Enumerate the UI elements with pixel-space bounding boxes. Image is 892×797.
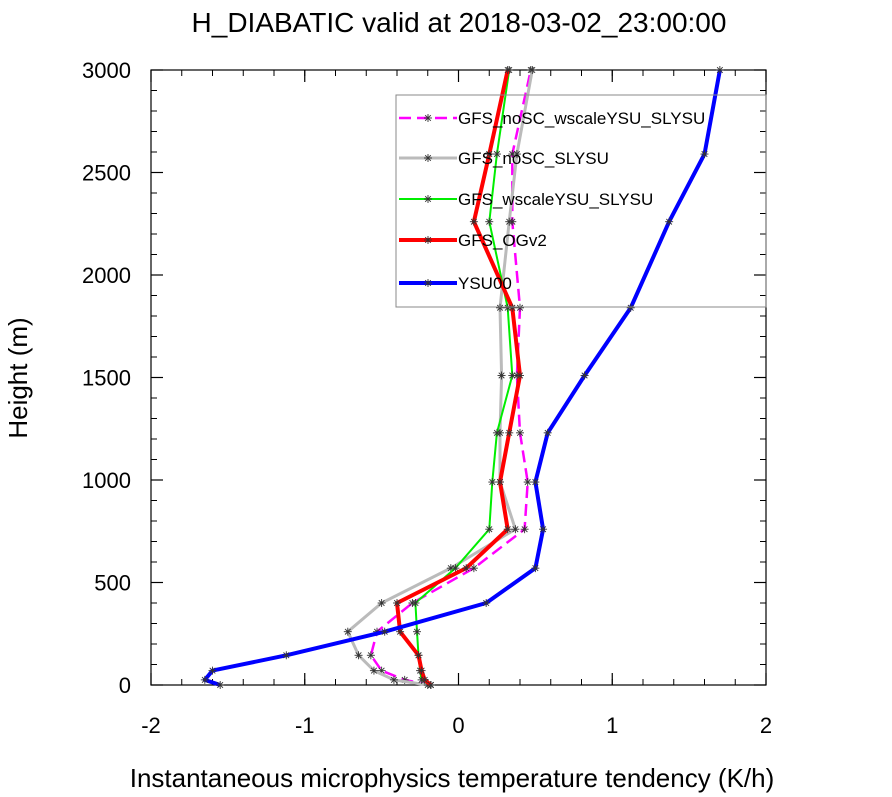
series-point (208, 666, 217, 675)
series-point (485, 217, 494, 226)
series-point (485, 525, 494, 534)
series-point (426, 681, 435, 689)
series-point (511, 525, 520, 534)
legend-label: GFS_noSC_SLYSU (458, 149, 609, 168)
series-point (497, 371, 506, 380)
series-layer (200, 66, 724, 689)
x-tick-label: 0 (452, 713, 464, 738)
x-axis-label: Instantaneous microphysics temperature t… (130, 763, 775, 793)
series-point (516, 371, 524, 380)
legend-entry: GFS_wscaleYSU_SLYSU (399, 190, 653, 209)
legend-marker (424, 236, 432, 244)
series-point (523, 478, 532, 487)
legend-label: GFS_wscaleYSU_SLYSU (458, 190, 653, 209)
series-point (488, 478, 497, 487)
series-point (505, 217, 514, 226)
series-point (580, 371, 589, 380)
legend-marker (424, 154, 432, 162)
series-point (369, 666, 378, 675)
series-point (505, 428, 514, 437)
series-point (354, 651, 363, 660)
series-point (496, 478, 505, 487)
legend-box (395, 94, 767, 308)
series-point (469, 217, 478, 226)
legend-entry: GFS_OGv2 (399, 231, 547, 250)
series-point (492, 428, 501, 437)
series-point (516, 303, 524, 312)
series-point (508, 303, 517, 312)
series-point (520, 525, 529, 534)
y-tick-label: 2500 (82, 161, 131, 186)
y-axis-label: Height (m) (3, 317, 33, 438)
legend-marker (424, 114, 432, 122)
series-point (531, 564, 540, 573)
series-point (700, 150, 709, 159)
y-tick-label: 0 (119, 673, 131, 698)
series-point (389, 675, 398, 684)
series-point (482, 599, 491, 607)
legend-entry: YSU00 (399, 274, 512, 293)
series-point (539, 525, 548, 534)
series-point (508, 150, 517, 159)
series-point (543, 428, 552, 437)
series-point (503, 66, 512, 74)
series-point (393, 599, 401, 607)
y-tick-label: 2000 (82, 263, 131, 288)
legend: GFS_noSC_wscaleYSU_SLYSU GFS_noSC_SLYSU GF… (395, 94, 767, 308)
tick-labels: -2 -1 0 1 2 0 500 1000 1500 2000 2500 3000 (82, 58, 772, 738)
legend-label: GFS_noSC_wscaleYSU_SLYSU (458, 109, 705, 128)
series-point (715, 66, 724, 74)
series-point (485, 150, 494, 159)
series-point (665, 217, 674, 226)
series-point (282, 651, 291, 660)
legend-marker (424, 195, 432, 203)
y-tick-label: 500 (94, 571, 131, 596)
legend-items: GFS_noSC_wscaleYSU_SLYSU GFS_noSC_SLYSU GF… (399, 109, 705, 293)
axis-ticks (150, 69, 767, 686)
y-tick-label: 1000 (82, 468, 131, 493)
series-point (380, 627, 389, 636)
series-point (377, 599, 386, 607)
y-tick-label: 3000 (82, 58, 131, 83)
series-ysu00 (200, 66, 724, 689)
x-tick-label: 2 (760, 713, 772, 738)
legend-label: GFS_OGv2 (458, 231, 547, 250)
x-tick-label: -2 (141, 713, 161, 738)
series-point (200, 675, 209, 684)
series-point (626, 303, 635, 312)
series-point (343, 627, 352, 636)
series-point (469, 564, 478, 573)
series-point (492, 150, 501, 159)
x-tick-label: -1 (295, 713, 315, 738)
series-point (451, 564, 460, 573)
series-point (508, 371, 517, 380)
series-point (531, 478, 540, 487)
series-point (420, 675, 429, 684)
series-point (503, 525, 512, 534)
series-point (412, 627, 421, 636)
legend-label: YSU00 (458, 274, 512, 293)
legend-entry: GFS_noSC_wscaleYSU_SLYSU (399, 109, 705, 128)
series-gfs-ogv2 (393, 66, 524, 689)
x-tick-label: 1 (606, 713, 618, 738)
series-point (512, 150, 521, 159)
series-point (216, 681, 225, 689)
series-point (462, 564, 471, 573)
legend-marker (424, 279, 432, 287)
series-point (528, 66, 537, 74)
series-point (414, 651, 423, 660)
series-point (417, 666, 426, 675)
series-point (516, 428, 524, 437)
y-tick-label: 1500 (82, 366, 131, 391)
series-point (366, 651, 375, 660)
legend-entry: GFS_noSC_SLYSU (399, 149, 609, 168)
series-point (496, 303, 505, 312)
chart-title: H_DIABATIC valid at 2018-03-02_23:00:00 (192, 7, 727, 38)
series-point (411, 599, 420, 607)
